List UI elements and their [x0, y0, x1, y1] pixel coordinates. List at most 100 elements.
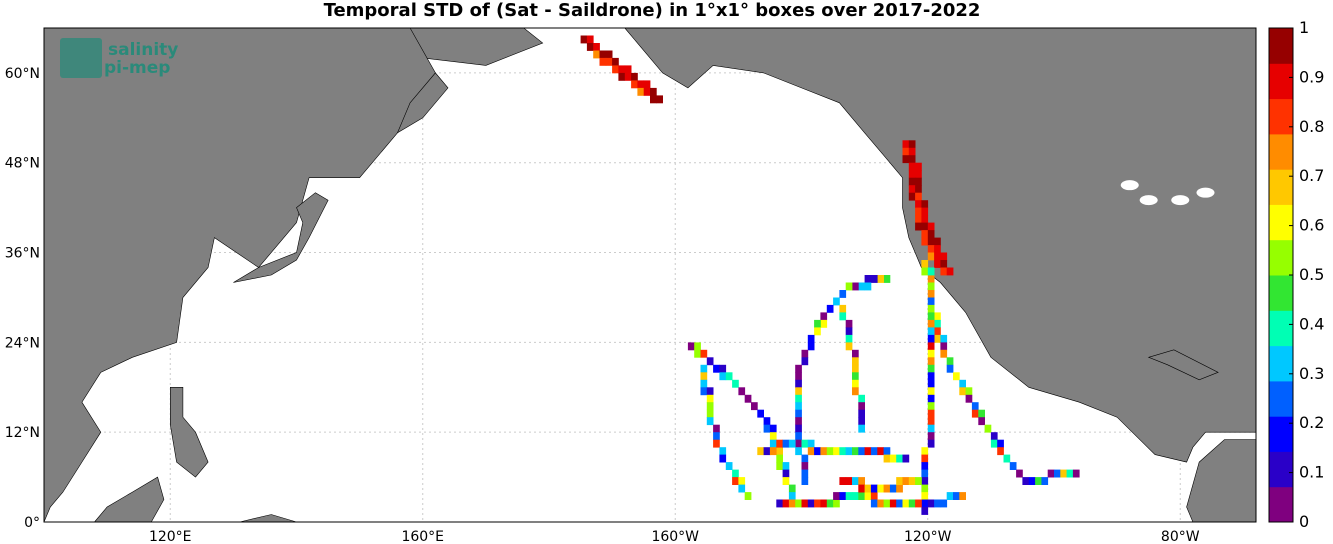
hawaii-south-cell: [713, 432, 720, 441]
alaska-cell: [612, 57, 619, 66]
coastal-south-cell: [1072, 469, 1080, 478]
us-west-coast-cell: [902, 140, 910, 149]
eq-band-2-cell: [839, 492, 847, 500]
coastal-south-cell: [934, 312, 941, 321]
loop-west-cell: [801, 454, 809, 463]
hawaii-south-cell: [706, 394, 714, 403]
meridian-120W-cell: [921, 499, 929, 508]
eq-band-2-cell: [858, 492, 865, 500]
loop-mid-cell: [858, 424, 865, 433]
longitude-tick-label: 160°E: [401, 529, 444, 544]
coastal-south-cell: [921, 260, 929, 268]
eq-band-2-cell: [959, 492, 966, 500]
colorbar-swatch: [1269, 310, 1293, 347]
hawaii-arc-cell: [738, 387, 746, 396]
us-west-coast-cell: [915, 185, 922, 194]
meridian-120W-cell: [927, 357, 935, 366]
eq-band-2-cell: [883, 499, 891, 508]
eq-band-2-cell: [788, 499, 796, 508]
meridian-120W-cell: [927, 417, 935, 426]
hawaii-arc-cell: [782, 462, 790, 470]
hawaii-arc-cell: [776, 454, 783, 463]
coastal-south-cell: [927, 297, 935, 306]
eq-band-3-cell: [883, 484, 891, 493]
coastal-south-cell: [1066, 469, 1074, 478]
coastal-south-cell: [934, 334, 941, 343]
alaska-cell: [580, 35, 588, 44]
hawaii-arc-cell: [769, 424, 777, 433]
colorbar-tick-label: 1: [1299, 18, 1309, 37]
hawaii-arc-cell: [769, 432, 777, 441]
loop-west-cell: [795, 394, 802, 403]
eq-band-2-cell: [864, 492, 872, 500]
eq-band-1-cell: [763, 447, 771, 456]
hawaii-arc-cell: [776, 447, 783, 456]
eq-band-2-cell: [826, 499, 834, 508]
meridian-120W-cell: [921, 484, 929, 493]
coastal-south-cell: [940, 334, 948, 343]
loop-west-cell: [877, 275, 884, 283]
eq-band-3-cell: [852, 477, 859, 485]
hawaii-arc-cell: [788, 484, 796, 493]
std-heatmap-cells: [580, 35, 1080, 515]
coastal-south-cell: [1035, 477, 1042, 485]
eq-band-2-cell: [833, 492, 840, 500]
colorbar-tick-label: 0.9: [1299, 67, 1324, 86]
longitude-axis: 120°E 160°E 160°W 120°W 80°W: [149, 529, 1200, 544]
loop-west-cell: [814, 327, 821, 336]
eq-band-3-cell: [839, 477, 847, 485]
meridian-120W-cell: [927, 424, 935, 433]
logo-text-line2: pi-mep: [104, 58, 170, 78]
loop-mid-cell: [852, 379, 859, 388]
eq-band-2-cell: [946, 492, 954, 500]
eq-band-2-cell: [908, 499, 916, 508]
loop-west-cell: [814, 319, 821, 328]
hawaii-south-cell: [706, 417, 714, 426]
eq-band-1-cell: [845, 447, 853, 456]
meridian-120W-cell: [927, 379, 935, 388]
coastal-south-cell: [927, 275, 935, 283]
meridian-120W-cell: [927, 387, 935, 396]
eq-band-1-cell: [757, 447, 764, 456]
hawaii-south-cell: [700, 364, 708, 373]
eq-band-2-cell: [889, 499, 897, 508]
eq-band-1-cell: [896, 454, 903, 463]
meridian-120W-cell: [927, 349, 935, 358]
us-west-coast-cell: [915, 170, 922, 179]
coastal-south-cell: [1060, 469, 1067, 478]
coastal-south-cell: [997, 439, 1004, 448]
us-west-coast-cell: [908, 170, 916, 179]
hawaii-south-cell: [725, 462, 733, 470]
eq-band-1-cell: [839, 447, 847, 456]
us-west-coast-cell: [927, 252, 935, 261]
alaska-cell: [650, 87, 657, 96]
hawaii-arc-cell: [725, 372, 733, 381]
eq-band-3-cell: [915, 477, 922, 485]
colorbar-tick-label: 0.6: [1299, 216, 1324, 235]
loop-west-cell: [795, 424, 802, 433]
hawaii-arc-cell: [706, 357, 714, 366]
meridian-120W-cell: [927, 409, 935, 418]
meridian-120W-cell: [927, 372, 935, 381]
meridian-120W-cell: [921, 447, 929, 456]
lakes-overlay: [1120, 180, 1215, 206]
loop-west-cell: [845, 282, 853, 291]
eq-band-1-cell: [782, 439, 790, 448]
loop-mid-cell: [845, 319, 853, 328]
loop-mid-cell: [852, 387, 859, 396]
loop-west-cell: [795, 432, 802, 441]
us-west-coast-cell: [934, 260, 941, 268]
coastal-south-cell: [921, 267, 929, 276]
colorbar-swatch: [1269, 239, 1293, 276]
us-west-coast-cell: [940, 252, 948, 261]
hawaii-arc-cell: [782, 469, 790, 478]
us-west-coast-cell: [915, 177, 922, 186]
hawaii-south-cell: [706, 387, 714, 396]
eq-band-2-cell: [953, 492, 960, 500]
great-lake: [1196, 187, 1215, 198]
us-west-coast-cell: [908, 162, 916, 171]
eq-band-3-cell: [870, 484, 878, 493]
loop-west-cell: [795, 387, 802, 396]
coastal-south-cell: [927, 282, 935, 291]
loop-west-cell: [870, 275, 878, 283]
